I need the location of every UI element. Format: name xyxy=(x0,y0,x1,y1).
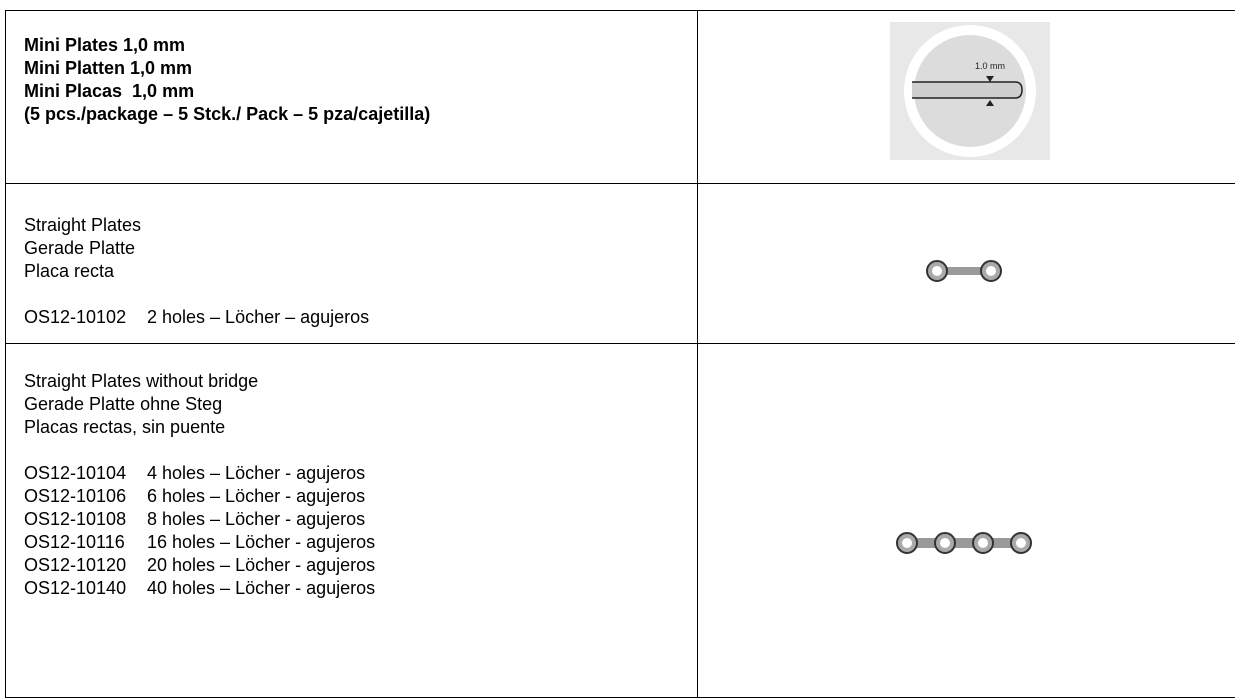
line: Mini Placas 1,0 mm xyxy=(24,81,195,101)
row-text: Mini Plates 1,0 mm Mini Platten 1,0 mm Min… xyxy=(24,34,430,126)
spacer xyxy=(24,283,369,306)
item-code: OS12-10120 xyxy=(24,555,127,575)
line: (5 pcs./package – 5 Stck./ Pack – 5 pza/… xyxy=(24,104,431,124)
item-desc: 40 holes – Löcher - agujeros xyxy=(147,578,376,598)
item: OS12-10106 6 holes – Löcher - agujeros xyxy=(24,485,375,508)
line: Straight Plates xyxy=(24,215,142,235)
item: OS12-10102 2 holes – Löcher – agujeros xyxy=(24,306,369,329)
line: Gerade Platte ohne Steg xyxy=(24,394,223,414)
item-code: OS12-10104 xyxy=(24,463,127,483)
row-text: Straight Plates without bridge Gerade Pla… xyxy=(24,370,375,600)
plate-2-hole xyxy=(926,260,1002,282)
thickness-icon: 1.0 mm xyxy=(890,22,1050,160)
item-code: OS12-10106 xyxy=(24,486,127,506)
line: Mini Plates 1,0 mm xyxy=(24,35,186,55)
item-code: OS12-10108 xyxy=(24,509,127,529)
item-code: OS12-10140 xyxy=(24,578,127,598)
line: Gerade Platte xyxy=(24,238,136,258)
item-desc: 16 holes – Löcher - agujeros xyxy=(147,532,376,552)
spacer xyxy=(24,439,375,462)
cell xyxy=(697,343,1235,698)
line: Straight Plates without bridge xyxy=(24,371,259,391)
item-code: OS12-10116 xyxy=(24,532,125,552)
item: OS12-10140 40 holes – Löcher - agujeros xyxy=(24,577,375,600)
item-desc: 8 holes – Löcher - agujeros xyxy=(147,509,366,529)
item-desc: 2 holes – Löcher – agujeros xyxy=(147,307,370,327)
item: OS12-10120 20 holes – Löcher - agujeros xyxy=(24,554,375,577)
item-desc: 6 holes – Löcher - agujeros xyxy=(147,486,366,506)
item-code: OS12-10102 xyxy=(24,307,127,327)
line: Placas rectas, sin puente xyxy=(24,417,226,437)
thickness-label: 1.0 mm xyxy=(975,61,1005,71)
item: OS12-10104 4 holes – Löcher - agujeros xyxy=(24,462,375,485)
line: Placa recta xyxy=(24,261,115,281)
item-desc: 4 holes – Löcher - agujeros xyxy=(147,463,366,483)
line: Mini Platten 1,0 mm xyxy=(24,58,193,78)
item: OS12-10116 16 holes – Löcher - agujeros xyxy=(24,531,375,554)
plate-4-hole xyxy=(896,532,1032,554)
row-text: Straight Plates Gerade Platte Placa recta O… xyxy=(24,214,369,329)
item: OS12-10108 8 holes – Löcher - agujeros xyxy=(24,508,375,531)
item-desc: 20 holes – Löcher - agujeros xyxy=(147,555,376,575)
